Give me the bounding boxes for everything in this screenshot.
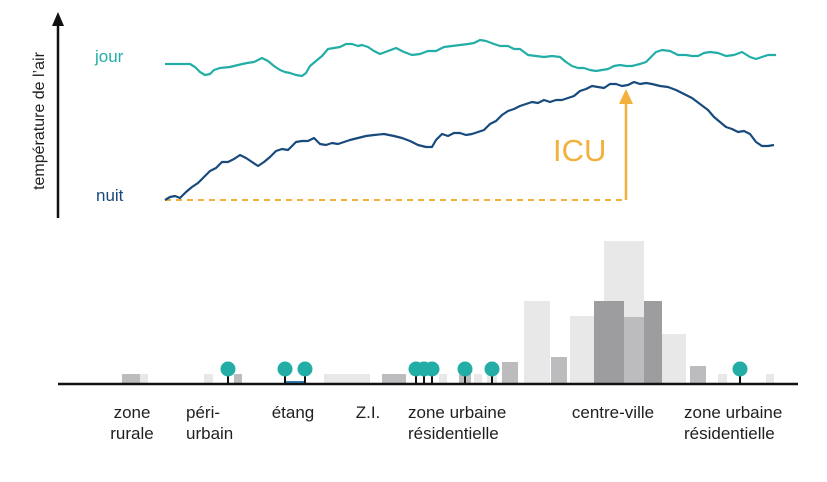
building — [140, 374, 148, 384]
tree-icon — [484, 361, 500, 384]
tree-icon — [457, 361, 473, 384]
icu-label: ICU — [553, 133, 607, 168]
tree-icon — [220, 361, 236, 384]
trees — [220, 361, 748, 384]
tree-icon — [732, 361, 748, 384]
day-label: jour — [95, 47, 124, 66]
pond — [286, 381, 304, 384]
building — [324, 374, 370, 384]
building — [382, 374, 406, 384]
tree-icon — [277, 361, 293, 384]
city-silhouette — [122, 241, 774, 384]
building — [122, 374, 140, 384]
night-label: nuit — [96, 186, 124, 205]
building — [502, 362, 518, 384]
zone-label-periurban: péri-urbain — [186, 403, 234, 443]
night-temperature-curve — [164, 80, 775, 201]
zone-label-residential-1: zone urbaine résidentielle — [408, 403, 507, 443]
y-axis-arrowhead — [52, 12, 64, 26]
zone-label-residential-2: zone urbaine résidentielle — [684, 403, 783, 443]
y-axis-label-text: température de l’air — [31, 52, 48, 190]
building — [570, 316, 594, 384]
building — [234, 374, 242, 384]
zone-label-industrial: Z.I. — [355, 403, 381, 422]
day-temperature-curve — [165, 38, 776, 78]
building — [551, 357, 567, 384]
tree-icon — [297, 361, 313, 384]
building — [690, 366, 706, 384]
building — [662, 334, 686, 384]
building — [474, 374, 482, 384]
building — [439, 374, 447, 384]
icu-arrowhead — [619, 89, 633, 104]
zone-label-downtown: centre-ville — [571, 403, 655, 422]
building — [644, 301, 662, 384]
building — [766, 374, 774, 384]
building — [204, 374, 213, 384]
tree-icon — [424, 361, 440, 384]
zone-label-pond: étang — [271, 403, 315, 422]
building — [718, 374, 727, 384]
zone-label-rural: zone rurale — [110, 403, 154, 443]
building — [624, 317, 644, 384]
building — [594, 301, 624, 384]
building — [524, 301, 550, 384]
